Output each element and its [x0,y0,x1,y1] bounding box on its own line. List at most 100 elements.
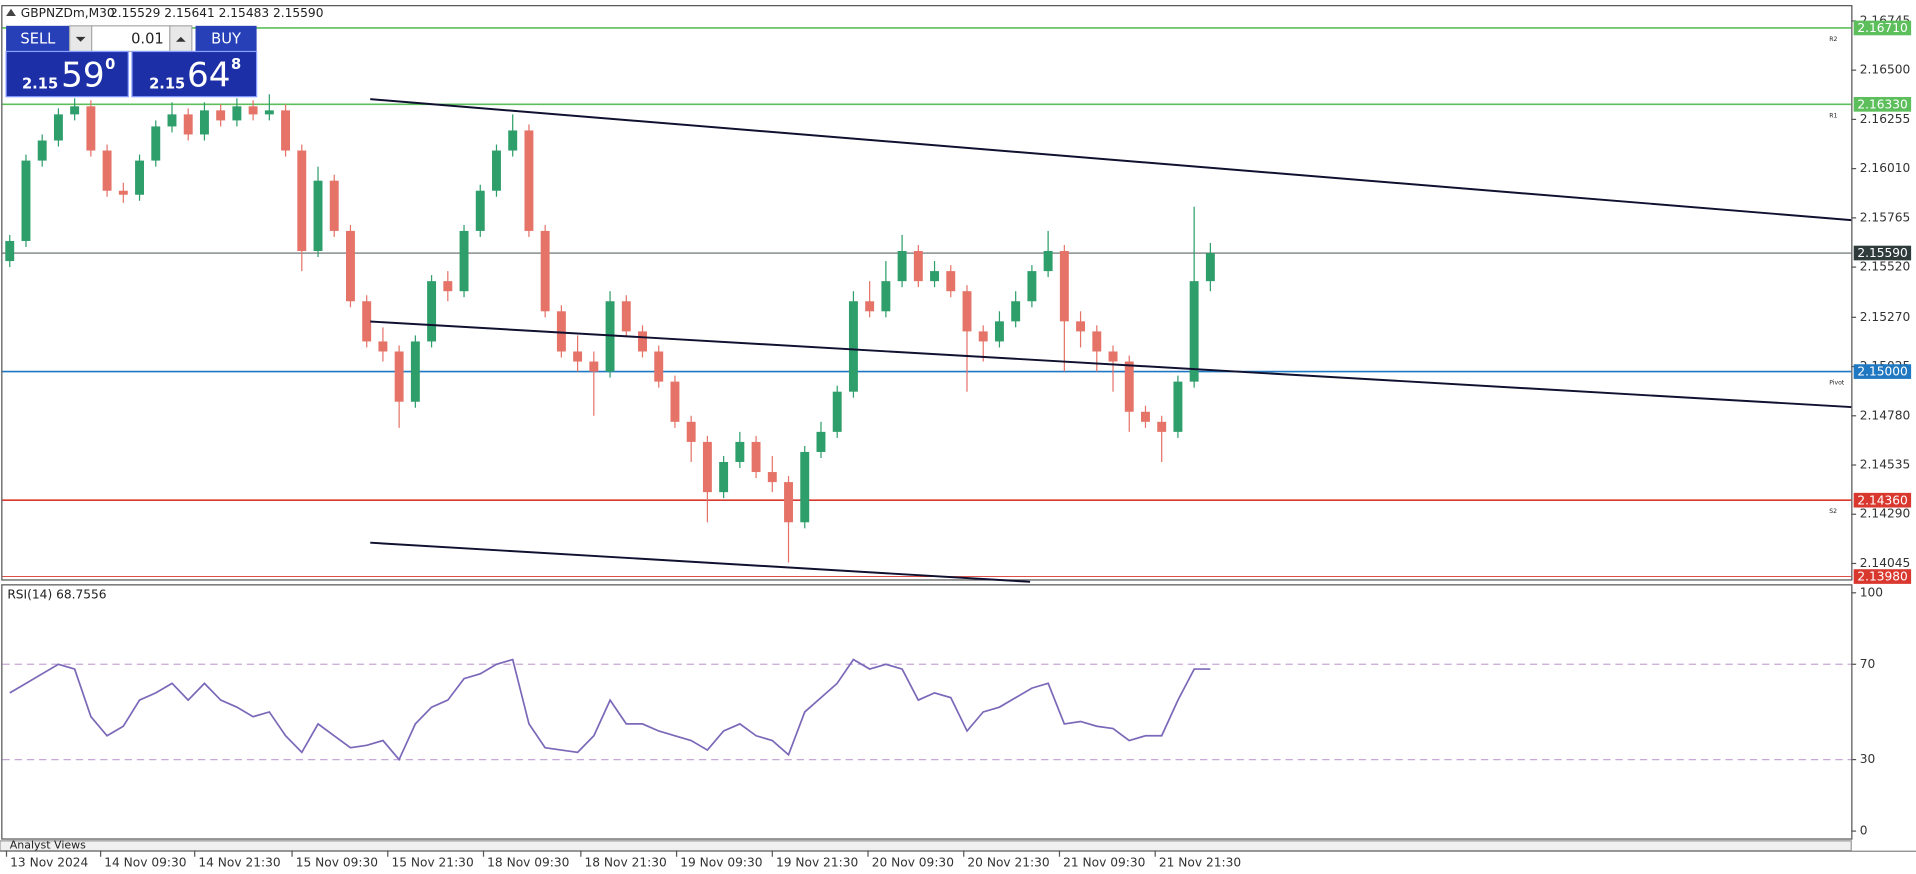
candle-body [832,391,842,432]
candle-body [21,160,31,241]
ask-box[interactable] [131,50,258,98]
trendline [370,541,1031,583]
x-tick-label: 14 Nov 09:30 [104,855,186,869]
collapse-icon[interactable] [6,8,16,17]
symbol: GBPNZDm,M30 [21,6,115,20]
candle-body [800,451,810,523]
candle-body [638,331,647,352]
candle-body [848,301,858,392]
candle-body [784,482,793,523]
candle-body [199,110,209,135]
price-tag-label: 2.16710 [1857,21,1907,35]
level-name: Pivot [1829,380,1845,387]
x-tick-label: 18 Nov 21:30 [585,855,667,869]
price-tag [1853,245,1912,261]
price-tag-label: 2.13980 [1857,570,1907,584]
price-tag-label: 2.16330 [1857,97,1907,111]
candle-body [102,150,112,191]
candle-body [1092,331,1102,352]
trendline [370,98,1852,222]
y-tick-label: 2.16255 [1860,112,1910,126]
candle-body [913,251,923,282]
volume: 0.01 [131,30,164,47]
candle-body [264,110,274,115]
ohlc: 2.15529 2.15641 2.15483 2.15590 [110,6,324,20]
candle-body [897,251,907,282]
bid-pips: 59 [61,56,105,96]
candle-body [394,351,404,402]
y-tick-label: 2.16500 [1860,63,1910,77]
x-tick-label: 14 Nov 21:30 [198,855,280,869]
candle-body [410,341,420,402]
candle-body [865,301,875,312]
x-tick-label: 15 Nov 09:30 [296,855,378,869]
bid-box[interactable] [5,50,129,98]
ask-big: 2.15 [149,75,185,92]
analyst-tab[interactable]: Analyst Views [10,839,86,852]
volume-input[interactable] [91,25,171,53]
candle-body [978,331,988,342]
candle-body [1011,301,1021,322]
candle-body [751,441,761,473]
price-tag [1853,96,1912,112]
candle-body [735,441,745,463]
y-tick-label: 2.15270 [1860,310,1910,324]
candle-body [5,240,15,262]
candle-body [1059,251,1069,322]
x-tick-label: 15 Nov 21:30 [391,855,473,869]
bid-big: 2.15 [22,75,58,92]
price-tag [1853,569,1912,584]
candle-body [216,110,226,121]
y-tick-label: 2.15520 [1860,260,1910,274]
candle-body [556,311,566,352]
candle-body [605,301,615,372]
candle-body [540,230,550,312]
candle-body [1141,411,1150,422]
candle-body [362,301,372,342]
x-tick-label: 20 Nov 09:30 [872,855,954,869]
y-tick-label: 2.16010 [1860,161,1910,175]
y-tick-label: 100 [1860,585,1883,599]
price-tag [1853,20,1912,36]
candle-body [167,114,177,127]
y-tick-label: 2.14780 [1860,408,1910,422]
candle-body [1027,271,1037,302]
candle-body [345,230,355,302]
candle-body [1157,421,1167,432]
candle-body [881,281,891,312]
candle-body [1189,281,1199,382]
candle-body [654,351,664,382]
price-tag-label: 2.15590 [1857,246,1907,260]
y-tick-label: 0 [1860,824,1868,838]
candle-body [183,114,193,135]
price-tag-label: 2.14360 [1857,493,1907,507]
candle-body [1108,351,1118,362]
candle-body [297,150,307,252]
ask-pips: 64 [187,56,231,96]
candle-body [459,230,469,292]
down-arrow [75,36,86,42]
x-tick-label: 19 Nov 09:30 [680,855,762,869]
up-arrow [175,36,186,42]
y-tick-label: 30 [1860,752,1876,766]
candle-body [1173,381,1183,432]
price-tag [1853,364,1912,379]
price-tag-label: 2.15000 [1857,365,1907,379]
buy-button[interactable] [195,25,257,52]
x-tick-label: 21 Nov 21:30 [1159,855,1241,869]
candle-body [524,130,534,231]
sell-label: SELL [20,30,56,47]
candle-body [1205,253,1215,282]
candle-body [70,106,80,115]
candle-body [589,361,599,372]
level-name: R2 [1829,36,1837,43]
rsi-frame [1,584,1853,840]
candle-body [686,421,696,442]
candle-body [946,271,956,292]
rsi-title: RSI(14) 68.7556 [7,588,106,602]
candle-body [621,301,631,332]
candle-body [53,114,63,141]
candle-body [475,190,485,231]
sell-button[interactable] [6,25,70,52]
